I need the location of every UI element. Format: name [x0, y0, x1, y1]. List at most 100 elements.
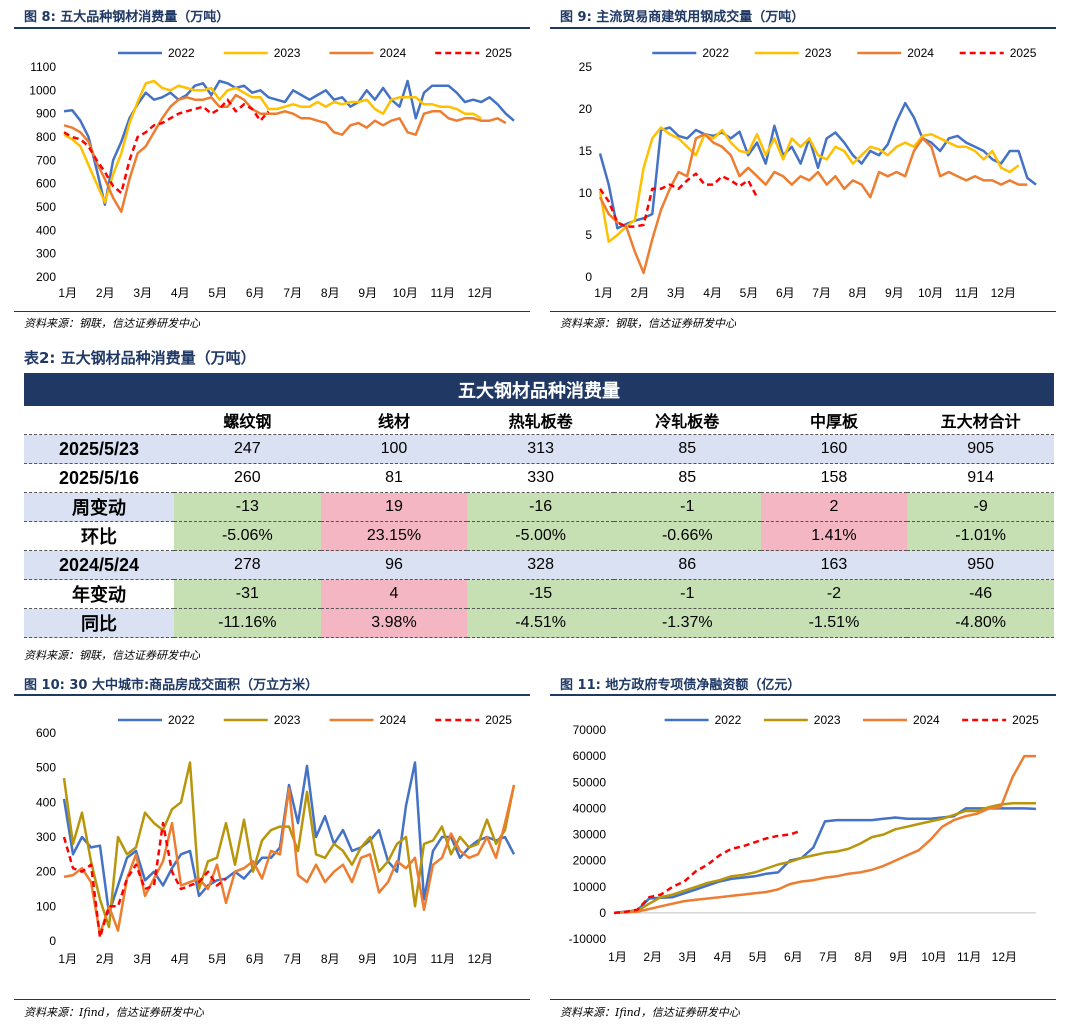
table-cell: 86 — [613, 550, 761, 580]
table-col-header: 螺纹钢 — [174, 406, 321, 435]
series-line-2022 — [598, 101, 1037, 230]
legend-label: 2022 — [168, 46, 195, 60]
x-tick-label: 8月 — [321, 952, 340, 966]
y-tick-label: 50000 — [573, 775, 607, 789]
table-row: 周变动 -13 19 -16 -1 2 -9 — [24, 492, 1054, 522]
table-row-label: 2025/5/23 — [24, 434, 174, 464]
legend-label: 2022 — [702, 46, 729, 60]
x-tick-label: 2月 — [96, 286, 115, 300]
series-line-2022 — [613, 807, 1037, 915]
y-tick-label: 300 — [36, 247, 56, 261]
table-row: 2024/5/24 278 96 328 86 163 950 — [24, 550, 1054, 580]
table-col-header: 线材 — [320, 406, 468, 435]
table-row-label: 环比 — [24, 521, 174, 551]
fig10-source: 资料来源：Ifind，信达证券研发中心 — [24, 1006, 204, 1019]
table-cell: 85 — [613, 463, 761, 493]
y-tick-label: 500 — [36, 200, 56, 214]
y-tick-label: 70000 — [573, 723, 607, 737]
fig10-title: 图 10: 30 大中城市:商品房成交面积（万立方米） — [24, 678, 319, 693]
table-cell: -1.01% — [907, 521, 1054, 551]
x-tick-label: 12月 — [468, 952, 493, 966]
table-cell: 1.41% — [760, 521, 908, 551]
table-cell: -15 — [467, 579, 614, 609]
table-cell: -31 — [174, 579, 321, 609]
table-cell: 905 — [907, 434, 1054, 464]
legend-label: 2023 — [274, 46, 301, 60]
x-tick-label: 9月 — [358, 952, 377, 966]
x-tick-label: 3月 — [667, 286, 686, 300]
fig11-title: 图 11: 地方政府专项债净融资额（亿元） — [560, 678, 801, 693]
table-row: 环比 -5.06% 23.15% -5.00% -0.66% 1.41% -1.01% — [24, 521, 1054, 551]
x-tick-label: 1月 — [594, 286, 613, 300]
legend-label: 2025 — [485, 713, 512, 727]
y-tick-label: 60000 — [573, 749, 607, 763]
table-row: 2025/5/23 247 100 313 85 160 905 — [24, 434, 1054, 464]
y-tick-label: 600 — [36, 177, 56, 191]
y-tick-label: 900 — [36, 107, 56, 121]
y-tick-label: 5 — [585, 228, 592, 242]
x-tick-label: 2月 — [96, 952, 115, 966]
fig8-top-rule — [14, 27, 530, 29]
legend-label: 2024 — [380, 46, 407, 60]
y-tick-label: 500 — [36, 761, 56, 775]
series-line-2025 — [613, 829, 802, 915]
table-cell: 914 — [907, 463, 1054, 493]
fig8-source: 资料来源：钢联，信达证券研发中心 — [24, 317, 200, 330]
y-tick-label: 40000 — [573, 801, 607, 815]
x-tick-label: 10月 — [921, 950, 946, 964]
y-tick-label: 200 — [36, 270, 56, 284]
fig11-chart: -10000 0 10000 20000 30000 40000 50000 60000 700… — [569, 713, 1040, 964]
x-tick-label: 7月 — [819, 950, 838, 964]
x-tick-label: 12月 — [991, 286, 1016, 300]
series-line-2024 — [63, 784, 516, 936]
table-cell: 260 — [174, 463, 321, 493]
x-tick-label: 10月 — [393, 286, 418, 300]
y-tick-label: 1000 — [29, 83, 56, 97]
table-col-header: 五大材合计 — [907, 406, 1054, 435]
table-cell: -1.51% — [760, 608, 908, 638]
series-line-2025 — [62, 821, 227, 939]
table-cell: 19 — [320, 492, 468, 522]
legend-label: 2024 — [907, 46, 934, 60]
y-tick-label: 0 — [49, 934, 56, 948]
y-tick-label: 100 — [36, 899, 56, 913]
table-cell: 81 — [320, 463, 468, 493]
fig9-bottom-rule — [550, 311, 1056, 312]
x-tick-label: 11月 — [955, 286, 979, 300]
table-col-header: 热轧板卷 — [467, 406, 614, 435]
table-cell: 4 — [320, 579, 468, 609]
x-tick-label: 2月 — [643, 950, 662, 964]
table-row-label: 周变动 — [24, 492, 174, 522]
table-row: 2025/5/16 260 81 330 85 158 914 — [24, 463, 1054, 493]
x-tick-label: 4月 — [703, 286, 722, 300]
fig11-source: 资料来源：Ifind，信达证券研发中心 — [560, 1006, 740, 1019]
fig8-title: 图 8: 五大品种钢材消费量（万吨） — [24, 10, 230, 25]
x-tick-label: 12月 — [992, 950, 1017, 964]
table-cell: -1 — [613, 492, 761, 522]
x-tick-label: 4月 — [171, 952, 190, 966]
table-body: 2025/5/23 247 100 313 85 160 905 2025/5/16 260 81… — [24, 434, 1054, 638]
legend-label: 2022 — [715, 713, 742, 727]
table-cell: -16 — [467, 492, 614, 522]
y-tick-label: 20000 — [573, 854, 607, 868]
x-tick-label: 2月 — [631, 286, 650, 300]
y-tick-label: 400 — [36, 795, 56, 809]
x-tick-label: 4月 — [714, 950, 733, 964]
table-cell: -4.51% — [467, 608, 614, 638]
y-tick-label: 30000 — [573, 828, 607, 842]
series-line-2023 — [613, 801, 1036, 915]
table-row-label: 年变动 — [24, 579, 174, 609]
x-tick-label: 10月 — [918, 286, 943, 300]
series-line-2024 — [63, 93, 507, 213]
legend-label: 2025 — [1010, 46, 1037, 60]
x-tick-label: 8月 — [849, 286, 868, 300]
x-tick-label: 5月 — [749, 950, 768, 964]
x-tick-label: 3月 — [679, 950, 698, 964]
table-cell: -5.00% — [467, 521, 614, 551]
x-tick-label: 1月 — [58, 286, 77, 300]
table-cell: 330 — [467, 463, 614, 493]
series-line-2025 — [63, 98, 270, 195]
table-cell: 3.98% — [320, 608, 468, 638]
fig10-chart: 0 100 200 300 400 500 600 1月 2月 3月 4月 5月 6月 7月 8月 9月 10月… — [36, 713, 516, 966]
